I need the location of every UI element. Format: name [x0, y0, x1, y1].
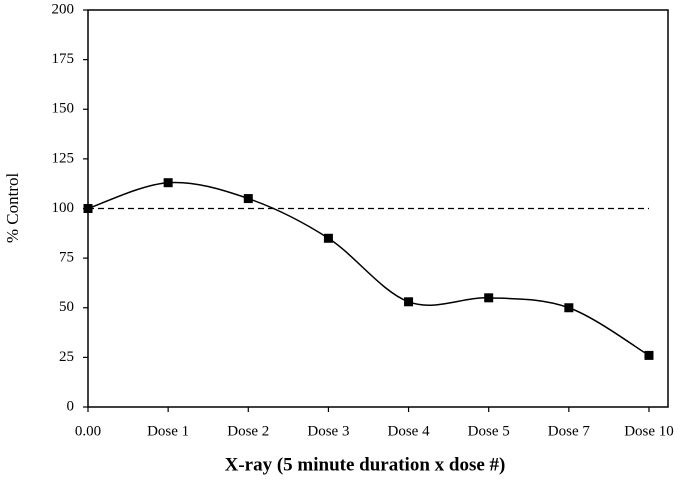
data-point	[404, 297, 414, 307]
data-point	[644, 350, 654, 360]
x-tick-label: Dose 4	[388, 423, 431, 439]
y-tick-label: 175	[52, 51, 75, 67]
y-tick-label: 125	[52, 150, 75, 166]
x-tick-label: Dose 5	[468, 423, 510, 439]
x-tick-label: Dose 1	[147, 423, 189, 439]
y-tick-label: 150	[52, 101, 75, 117]
x-tick-label: Dose 7	[548, 423, 591, 439]
y-tick-label: 50	[59, 299, 74, 315]
y-tick-label: 75	[59, 250, 74, 266]
data-line	[87, 181, 650, 357]
data-point	[323, 233, 333, 243]
data-point	[484, 293, 494, 303]
x-tick-label: Dose 10	[624, 423, 674, 439]
y-tick-label: 200	[52, 1, 75, 17]
data-point	[163, 178, 173, 188]
y-axis-title: % Control	[3, 173, 22, 244]
x-tick-label: Dose 2	[227, 423, 269, 439]
y-tick-label: 0	[67, 398, 75, 414]
data-point	[564, 303, 574, 313]
data-point	[83, 204, 93, 213]
data-point	[243, 194, 253, 204]
y-tick-label: 100	[52, 200, 75, 216]
x-tick-label: 0.00	[75, 423, 101, 439]
x-tick-label: Dose 3	[307, 423, 349, 439]
x-axis-title: X-ray (5 minute duration x dose #)	[225, 454, 506, 475]
y-tick-label: 25	[59, 349, 74, 365]
